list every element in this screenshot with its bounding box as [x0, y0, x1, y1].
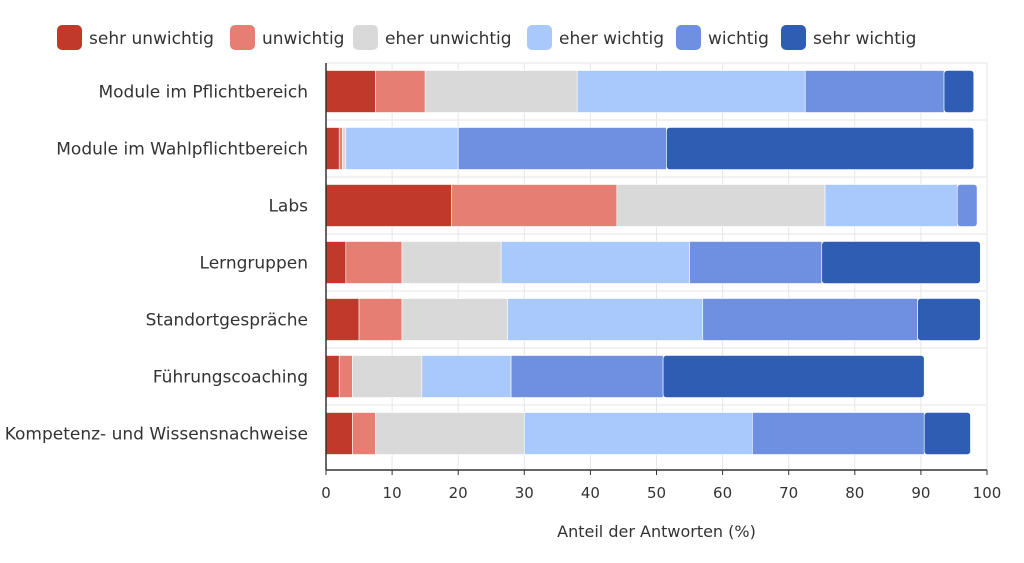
legend-label: unwichtig	[262, 29, 344, 49]
bar-segment-sehr-unwichtig	[325, 412, 353, 455]
legend-item: wichtig	[676, 25, 769, 50]
bar-segment-sehr-unwichtig	[325, 355, 340, 398]
bars	[325, 70, 981, 455]
bar-segment-wichtig	[702, 298, 918, 341]
x-tick-labels: 0 10 20 30 40 50 60 70 80 90 100	[321, 484, 1001, 502]
x-tick-label: 60	[713, 484, 732, 502]
category-label: Module im Pflichtbereich	[98, 83, 308, 103]
x-tick-label: 100	[973, 484, 1002, 502]
bar-segment-unwichtig	[345, 241, 403, 284]
legend-swatch	[781, 25, 806, 50]
x-tick-label: 20	[449, 484, 468, 502]
legend-swatch	[676, 25, 701, 50]
legend-item: eher wichtig	[527, 25, 664, 50]
x-tick-label: 50	[647, 484, 666, 502]
bar-segment-eher-unwichtig	[342, 127, 347, 170]
bar-segment-sehr-wichtig	[666, 127, 975, 170]
bar-segment-unwichtig	[358, 298, 403, 341]
bar-segment-unwichtig	[352, 412, 376, 455]
legend-label: sehr unwichtig	[89, 29, 214, 49]
legend-swatch	[230, 25, 255, 50]
category-label: Standortgespräche	[146, 311, 308, 331]
bar-segment-wichtig	[457, 127, 667, 170]
bar-segment-unwichtig	[338, 355, 353, 398]
bar-segment-eher-wichtig	[824, 184, 958, 227]
legend-item: sehr unwichtig	[57, 25, 214, 50]
bar-segment-eher-unwichtig	[424, 70, 578, 113]
x-tick-label: 80	[845, 484, 864, 502]
x-tick-label: 40	[581, 484, 600, 502]
bar-segment-eher-unwichtig	[375, 412, 525, 455]
bar-segment-eher-unwichtig	[401, 241, 502, 284]
category-label: Kompetenz- und Wissensnachweise	[5, 425, 308, 445]
legend-swatch	[57, 25, 82, 50]
bar-segment-unwichtig	[375, 70, 426, 113]
bar-segment-wichtig	[510, 355, 664, 398]
category-label: Führungscoaching	[153, 368, 308, 388]
bar-segment-sehr-unwichtig	[325, 298, 360, 341]
bar-segment-unwichtig	[451, 184, 618, 227]
bar-segment-wichtig	[804, 70, 945, 113]
category-labels: Module im Pflichtbereich Module im Wahlpf…	[5, 83, 308, 445]
legend-label: wichtig	[708, 29, 769, 49]
bar-segment-wichtig	[956, 184, 978, 227]
bar-segment-sehr-wichtig	[923, 412, 971, 455]
legend-swatch	[527, 25, 552, 50]
bar-segment-eher-wichtig	[500, 241, 690, 284]
legend-label: eher wichtig	[559, 29, 664, 49]
bar-segment-eher-wichtig	[345, 127, 459, 170]
bar-segment-eher-wichtig	[523, 412, 753, 455]
legend-label: eher unwichtig	[385, 29, 512, 49]
bar-segment-sehr-wichtig	[917, 298, 981, 341]
x-tick-label: 10	[383, 484, 402, 502]
bar-segment-sehr-unwichtig	[325, 127, 340, 170]
x-tick-label: 90	[911, 484, 930, 502]
x-axis-title: Anteil der Antworten (%)	[557, 522, 756, 541]
bar-segment-eher-unwichtig	[401, 298, 509, 341]
category-label: Labs	[268, 197, 308, 217]
bar-segment-sehr-wichtig	[943, 70, 975, 113]
bar-segment-sehr-unwichtig	[325, 241, 347, 284]
legend-item: sehr wichtig	[781, 25, 916, 50]
bar-segment-sehr-unwichtig	[325, 184, 452, 227]
x-tick-label: 30	[515, 484, 534, 502]
x-tick-label: 70	[779, 484, 798, 502]
bar-segment-sehr-wichtig	[662, 355, 925, 398]
bar-segment-sehr-wichtig	[821, 241, 981, 284]
bar-segment-sehr-unwichtig	[325, 70, 376, 113]
x-tick-label: 0	[321, 484, 331, 502]
bar-segment-wichtig	[752, 412, 925, 455]
legend: sehr unwichtig unwichtig eher unwichtig ehe…	[57, 25, 916, 50]
category-label: Lerngruppen	[200, 254, 308, 274]
bar-segment-eher-wichtig	[507, 298, 704, 341]
legend-swatch	[353, 25, 378, 50]
bar-segment-eher-wichtig	[421, 355, 512, 398]
legend-item: eher unwichtig	[353, 25, 512, 50]
legend-label: sehr wichtig	[813, 29, 916, 49]
bar-segment-wichtig	[689, 241, 823, 284]
bar-segment-unwichtig	[338, 127, 343, 170]
bar-segment-eher-wichtig	[576, 70, 806, 113]
category-label: Module im Wahlpflichtbereich	[56, 140, 308, 160]
axes	[325, 63, 988, 475]
bar-segment-eher-unwichtig	[352, 355, 423, 398]
bar-segment-eher-unwichtig	[616, 184, 826, 227]
legend-item: unwichtig	[230, 25, 344, 50]
